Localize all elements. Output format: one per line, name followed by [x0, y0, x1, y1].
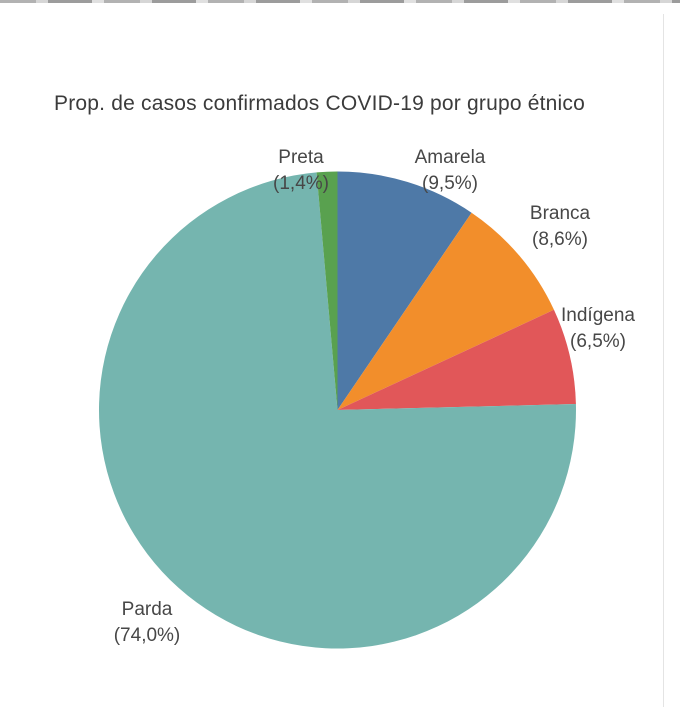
pie-slice-indigena[interactable]: [337, 309, 576, 410]
pie-slice-parda[interactable]: [98, 172, 576, 649]
chart-title: Prop. de casos confirmados COVID-19 por …: [54, 92, 585, 115]
pie-slice-amarela[interactable]: [337, 171, 472, 411]
right-divider-line: [663, 14, 664, 707]
top-border: [0, 0, 680, 3]
pie-slice-branca[interactable]: [337, 212, 554, 410]
pie-slice-preta[interactable]: [316, 171, 338, 411]
